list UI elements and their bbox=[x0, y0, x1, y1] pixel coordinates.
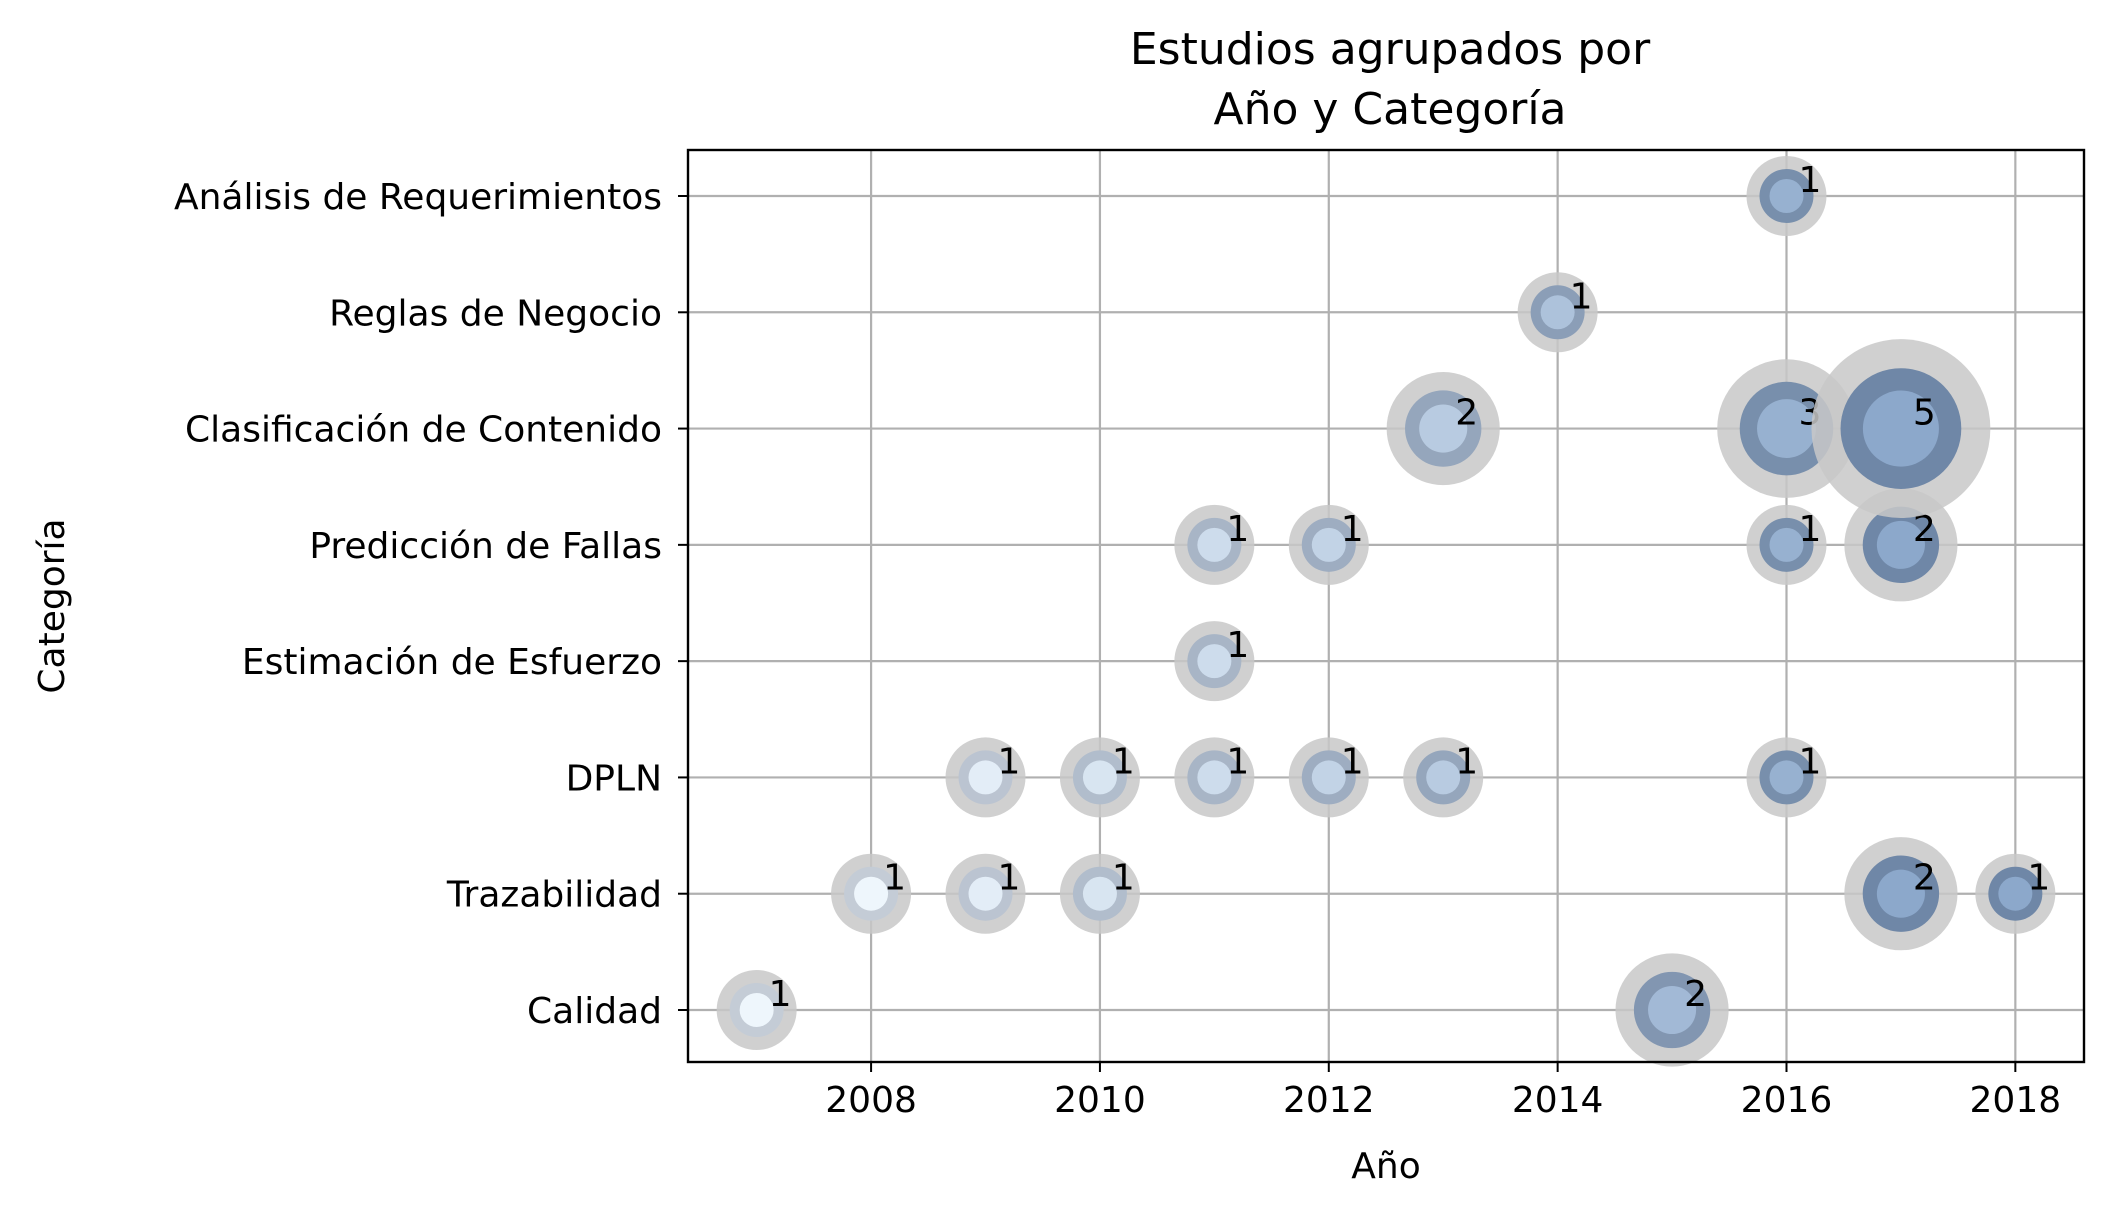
x-tick-label: 2008 bbox=[825, 1080, 917, 1121]
y-tick-label: Estimación de Esfuerzo bbox=[242, 642, 662, 683]
plot-frame bbox=[686, 148, 2086, 1064]
x-tick-label: 2016 bbox=[1741, 1080, 1833, 1121]
bubble: 1 bbox=[716, 970, 797, 1050]
bubble-core bbox=[854, 876, 889, 911]
bubble: 1 bbox=[945, 853, 1026, 934]
bubble-core bbox=[1082, 876, 1117, 911]
bubble-core bbox=[968, 760, 1003, 795]
y-axis-ticks: Calidad Trazabilidad DPLN Estimación de Es… bbox=[174, 177, 688, 1032]
bubble: 1 bbox=[1975, 853, 2056, 934]
bubble: 1 bbox=[1059, 853, 1140, 934]
y-axis-label: Categoría bbox=[32, 518, 73, 693]
bubble-core bbox=[1998, 876, 2033, 911]
x-axis-label: Año bbox=[1351, 1146, 1420, 1187]
bubble-count-label: 2 bbox=[1684, 974, 1707, 1015]
bubble-count-label: 1 bbox=[1341, 741, 1364, 782]
bubble: 1 bbox=[1746, 737, 1827, 818]
bubble-core bbox=[1311, 527, 1346, 562]
bubble-count-label: 1 bbox=[2027, 858, 2050, 899]
bubble: 1 bbox=[1174, 504, 1255, 585]
bubble-core bbox=[1426, 760, 1461, 795]
bubble: 1 bbox=[1746, 504, 1827, 585]
bubble-count-label: 1 bbox=[998, 858, 1021, 899]
bubble-core bbox=[1769, 760, 1804, 795]
bubble: 1 bbox=[831, 853, 912, 934]
bubble-core bbox=[1769, 179, 1804, 213]
bubble-core bbox=[1197, 527, 1232, 562]
bubble-count-label: 1 bbox=[998, 741, 1021, 782]
y-tick-label: Análisis de Requerimientos bbox=[174, 177, 662, 218]
chart-title-line-2: Año y Categoría bbox=[1213, 84, 1566, 135]
bubble: 2 bbox=[1844, 488, 1958, 602]
x-tick-label: 2010 bbox=[1054, 1080, 1146, 1121]
bubble-count-label: 1 bbox=[769, 974, 792, 1015]
bubble: 1 bbox=[1059, 737, 1140, 818]
bubble-count-label: 1 bbox=[1112, 741, 1135, 782]
bubble-core bbox=[1757, 399, 1816, 459]
bubble-count-label: 5 bbox=[1913, 393, 1936, 434]
bubble: 2 bbox=[1844, 837, 1958, 951]
y-tick-label: Predicción de Fallas bbox=[309, 526, 662, 567]
bubble-core bbox=[1197, 760, 1232, 795]
bubble-core bbox=[968, 876, 1003, 911]
bubble-count-label: 1 bbox=[1226, 625, 1249, 666]
bubble: 1 bbox=[1517, 272, 1598, 353]
y-tick-label: Clasificación de Contenido bbox=[185, 410, 662, 451]
bubble-count-label: 2 bbox=[1913, 509, 1936, 550]
x-axis-ticks: 2008 2010 2012 2014 2016 2018 bbox=[825, 1062, 2061, 1121]
bubble: 1 bbox=[1174, 621, 1255, 702]
bubbles: 1 21 1 1 2 11 1 1 1 1 111 1 1 22 3 511 bbox=[716, 156, 2056, 1067]
x-tick-label: 2012 bbox=[1283, 1080, 1375, 1121]
bubble: 1 bbox=[945, 737, 1026, 818]
bubble-core bbox=[1197, 644, 1232, 679]
x-tick-label: 2018 bbox=[1970, 1080, 2062, 1121]
bubble-core bbox=[1876, 520, 1925, 569]
bubble-count-label: 1 bbox=[1798, 160, 1821, 201]
bubble: 1 bbox=[1746, 156, 1827, 236]
y-tick-label: DPLN bbox=[566, 758, 662, 799]
bubble-count-label: 1 bbox=[1112, 858, 1135, 899]
bubble-count-label: 1 bbox=[1341, 509, 1364, 550]
bubble: 5 bbox=[1811, 339, 1991, 519]
bubble: 2 bbox=[1386, 372, 1500, 486]
bubble: 1 bbox=[1288, 504, 1369, 585]
bubble-count-label: 1 bbox=[1798, 741, 1821, 782]
bubble-core bbox=[1419, 404, 1468, 453]
bubble-core bbox=[1540, 295, 1575, 330]
bubble: 1 bbox=[1174, 737, 1255, 818]
bubble-count-label: 1 bbox=[1798, 509, 1821, 550]
bubble-count-label: 1 bbox=[883, 858, 906, 899]
chart-title: Estudios agrupados por Año y Categoría bbox=[1130, 24, 1651, 135]
bubble-core bbox=[1769, 527, 1804, 562]
bubble-core bbox=[1311, 760, 1346, 795]
bubble-count-label: 1 bbox=[1570, 276, 1593, 317]
y-tick-label: Calidad bbox=[527, 991, 662, 1032]
bubble-core bbox=[1648, 985, 1697, 1035]
bubble-count-label: 1 bbox=[1226, 509, 1249, 550]
bubble: 1 bbox=[1403, 737, 1484, 818]
bubble-core bbox=[1876, 869, 1925, 918]
bubble-core bbox=[739, 993, 774, 1027]
bubble: 2 bbox=[1615, 953, 1729, 1067]
grid bbox=[688, 150, 2084, 1062]
bubble: 1 bbox=[1288, 737, 1369, 818]
y-tick-label: Trazabilidad bbox=[446, 875, 662, 916]
bubble-core bbox=[1862, 390, 1939, 467]
bubble-core bbox=[1082, 760, 1117, 795]
bubble-count-label: 2 bbox=[1455, 393, 1478, 434]
y-tick-label: Reglas de Negocio bbox=[329, 293, 662, 334]
bubble-count-label: 1 bbox=[1455, 741, 1478, 782]
bubble-count-label: 1 bbox=[1226, 741, 1249, 782]
bubble-count-label: 2 bbox=[1913, 858, 1936, 899]
x-tick-label: 2014 bbox=[1512, 1080, 1604, 1121]
chart-title-line-1: Estudios agrupados por bbox=[1130, 24, 1651, 75]
